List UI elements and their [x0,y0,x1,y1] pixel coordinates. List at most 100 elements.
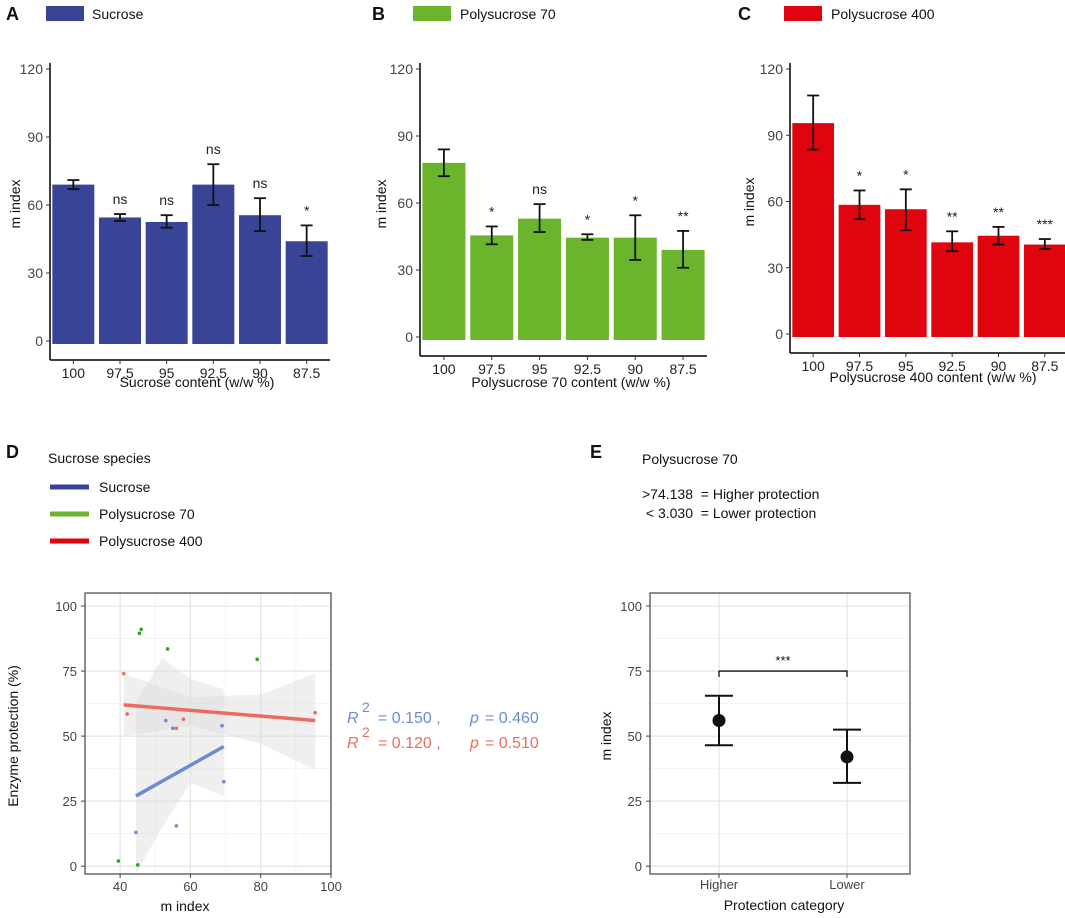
panel-d-point-sucrose [164,718,168,723]
panel-c-ytick-label: 90 [767,127,783,143]
panel-a-bar [192,184,235,344]
panel-a-ylabel: m index [7,179,23,228]
panel-b-significance-label: * [585,211,591,227]
stat-sucrose-p-label: p [469,710,479,727]
panel-a-xtick-label: 97.5 [106,365,133,381]
panel-e-note-higher: >74.138 = Higher protection [642,486,819,502]
panel-a-xtick-label: 87.5 [293,365,320,381]
panel-e-mean-point [840,750,854,764]
stat-sucrose-p-value: = 0.460 [485,710,539,727]
panel-b-bar [565,237,609,340]
panel-b-ytick-label: 30 [397,262,413,278]
panel-a-significance-label: ns [113,191,128,207]
panel-e-ytick-label: 100 [620,599,642,614]
panel-e-plot: 0 25 50 75 100 Higher Lower *** [620,592,911,892]
panel-e-ytick-label: 75 [628,664,642,679]
panel-e-plot-border [649,592,911,875]
panel-e-label: E [590,442,602,462]
panel-b-legend-swatch [413,6,451,21]
stat-sucrose-r2-label: R [347,710,359,727]
panel-a-xtick-label: 95 [159,365,175,381]
panel-a-ytick-label: 0 [35,333,43,349]
panel-b-ytick-label: 60 [397,195,413,211]
panel-c-bar [838,204,881,337]
panel-a-ytick-label: 30 [27,265,43,281]
panel-a-ytick-label: 90 [27,129,43,145]
panel-c-ytick-label: 0 [775,326,783,342]
panel-b-label: B [372,4,385,24]
panel-d-fit-line-sucrose [135,744,225,798]
panel-a-significance-label: ns [206,141,221,157]
panel-b-significance-label: ns [532,181,547,197]
panel-c-bar [792,123,835,338]
stat-sucrose-r2-value: = 0.150 , [378,710,441,727]
panel-e-xlabel: Protection category [724,897,845,913]
panel-a-label: A [6,4,19,24]
panel-d-xtick-label: 40 [113,879,127,894]
panel-b-xtick-label: 97.5 [478,361,505,377]
stat-annotation-sucrose: R 2 = 0.150 , p = 0.460 [347,699,539,727]
panel-d-ytick-label: 0 [70,859,77,874]
panel-d-point-polysucrose-400 [181,717,186,721]
stat-polysucrose-400-r2-label: R [347,735,359,752]
panel-b-bar [518,218,562,340]
panel-d-point-sucrose [134,830,138,835]
panel-c-bar [931,242,974,337]
panel-c-label: C [738,4,751,24]
panel-d-point-polysucrose-400 [174,726,179,731]
panel-b-xtick-label: 92.5 [574,361,601,377]
panel-a-bar [239,215,281,344]
panel-e-ytick-label: 0 [635,859,642,874]
panel-a-xlabel: Sucrose content (w/w %) [120,374,275,390]
panel-b-ytick-label: 0 [405,329,413,345]
panel-e-ytick-label: 50 [628,729,642,744]
panel-c-legend-label: Polysucrose 400 [831,6,935,22]
stat-polysucrose-400-p-label: p [469,735,479,752]
panel-c-ylabel: m index [741,177,757,226]
panel-b-xtick-label: 95 [532,361,548,377]
panel-b-xtick-label: 90 [627,361,643,377]
panel-d-plot-border [84,592,332,875]
panel-d-legend-title: Sucrose species [48,450,151,466]
panel-a-ytick-label: 60 [27,197,43,213]
panel-c-xtick-label: 87.5 [1031,358,1058,374]
panel-e-xtick-label: Higher [700,877,739,892]
panel-d-point-polysucrose-400 [313,710,317,715]
panel-c-significance-label: *** [1037,216,1054,232]
panel-b-ytick-label: 90 [397,128,413,144]
panel-c: C Polysucrose 400 m index Polysucrose 40… [738,4,1065,385]
panel-a-bar [285,241,328,344]
panel-d-xtick-label: 80 [253,879,267,894]
panel-b-bar [422,162,466,340]
panel-d-ytick-label: 25 [63,794,77,809]
panel-d-ylabel: Enzyme protection (%) [5,665,21,807]
panel-a: A Sucrose m index Sucrose content (w/w %… [6,4,330,390]
panel-d-fit-line-polysucrose-400 [123,703,316,723]
panel-d-ytick-label: 50 [63,729,77,744]
panel-c-significance-label: ** [947,208,958,224]
stat-polysucrose-400-p-value: = 0.510 [485,735,539,752]
panel-a-xtick-label: 100 [62,365,86,381]
panel-d-xlabel: m index [160,898,209,914]
panel-c-significance-label: ** [993,204,1004,220]
panel-c-legend-swatch [784,6,822,21]
stat-polysucrose-400-r2-value: = 0.120 , [378,735,441,752]
panel-e-xtick-label: Lower [829,877,865,892]
panel-d-point-polysucrose-70 [165,647,170,651]
panel-d-point-sucrose [174,824,179,828]
panel-c-significance-label: * [857,167,863,183]
panel-d-xtick-label: 60 [183,879,197,894]
panel-b-xtick-label: 87.5 [669,361,696,377]
panel-e-mean-point [712,713,726,727]
stat-annotation-polysucrose-400: R 2 = 0.120 , p = 0.510 [347,724,539,752]
panel-a-legend-label: Sucrose [92,6,144,22]
legend-polysucrose-400-label: Polysucrose 400 [99,533,203,549]
panel-a-significance-label: ns [253,175,268,191]
panel-e-significance-label: *** [775,653,790,668]
panel-c-ytick-label: 30 [767,260,783,276]
panel-d-xtick-label: 100 [320,879,342,894]
panel-c-plot: 0 30 60 90 120 100 * 97.5 * 95 ** 92.5 ** 90 *** 87.5 [760,61,1065,374]
panel-a-bar [52,184,95,344]
panel-c-ytick-label: 60 [767,194,783,210]
